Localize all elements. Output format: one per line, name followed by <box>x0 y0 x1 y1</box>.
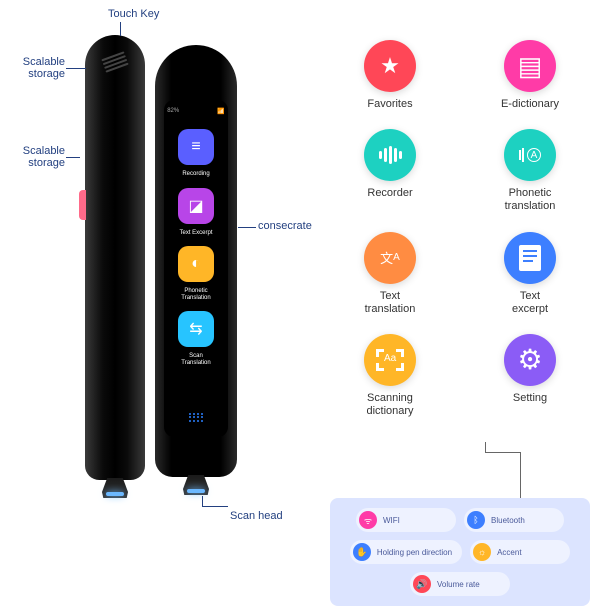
phonetic-icon[interactable]: A <box>504 129 556 181</box>
callout-storage-2: Scalable storage <box>10 145 65 169</box>
callout-consecrate: consecrate <box>258 220 312 232</box>
feature-label: Text translation <box>365 290 416 316</box>
home-indicator[interactable] <box>184 405 208 429</box>
speaker-grille <box>101 51 128 72</box>
setting-bluetooth[interactable]: ᛒBluetooth <box>464 508 564 532</box>
feature-text-excerpt: Text excerpt <box>470 232 590 316</box>
connector-line <box>485 442 486 452</box>
pill-label: WIFI <box>383 516 400 525</box>
feature-recorder: Recorder <box>330 129 450 213</box>
pen-screen: 82% 📶 ≡ Recording ◪ Text Excerpt ◐ Phone… <box>164 100 228 437</box>
app-label: Phonetic Translation <box>181 288 210 301</box>
callout-touch-key: Touch Key <box>108 8 159 20</box>
scan-light-front <box>187 489 205 493</box>
favorites-icon[interactable] <box>364 40 416 92</box>
app-recording[interactable]: ≡ <box>178 129 214 165</box>
connector-line <box>485 452 521 453</box>
setting-icon[interactable] <box>504 334 556 386</box>
setting-volume[interactable]: 🔊Volume rate <box>410 572 510 596</box>
scan-light-back <box>106 492 124 496</box>
feature-label: E-dictionary <box>501 98 559 111</box>
leader-line <box>202 496 203 506</box>
features-grid: Favorites E-dictionary Recorder A Phonet… <box>330 40 590 418</box>
feature-scanning-dictionary: Aa Scanning dictionary <box>330 334 450 418</box>
leader-line <box>66 157 80 158</box>
feature-label: Favorites <box>367 98 412 111</box>
app-label: Scan Translation <box>181 353 210 366</box>
leader-line <box>66 68 86 69</box>
pill-label: Holding pen direction <box>377 548 452 557</box>
leader-line <box>202 506 228 507</box>
wifi-indicator: 📶 <box>217 108 224 115</box>
feature-text-translation: 文A Text translation <box>330 232 450 316</box>
setting-accent[interactable]: ☼Accent <box>470 540 570 564</box>
feature-label: Text excerpt <box>512 290 548 316</box>
callout-storage-1: Scalable storage <box>10 56 65 80</box>
setting-holding[interactable]: ✋Holding pen direction <box>350 540 462 564</box>
leader-line <box>120 22 121 36</box>
feature-phonetic: A Phonetic translation <box>470 129 590 213</box>
app-text-excerpt[interactable]: ◪ <box>178 188 214 224</box>
edictionary-icon[interactable] <box>504 40 556 92</box>
pen-device-front: 82% 📶 ≡ Recording ◪ Text Excerpt ◐ Phone… <box>155 45 237 477</box>
pen-device-back <box>85 35 145 480</box>
feature-label: Recorder <box>367 187 412 200</box>
feature-favorites: Favorites <box>330 40 450 111</box>
app-scan[interactable]: ⇆ <box>178 311 214 347</box>
status-bar: 82% 📶 <box>167 108 225 115</box>
setting-wifi[interactable]: ᯤWIFI <box>356 508 456 532</box>
pill-label: Bluetooth <box>491 516 525 525</box>
text-translation-icon[interactable]: 文A <box>364 232 416 284</box>
feature-label: Phonetic translation <box>505 187 556 213</box>
feature-label: Setting <box>513 392 547 405</box>
app-label: Text Excerpt <box>179 230 212 237</box>
callout-scan-head: Scan head <box>230 510 283 522</box>
feature-edictionary: E-dictionary <box>470 40 590 111</box>
settings-popup: ᯤWIFI ᛒBluetooth ✋Holding pen direction … <box>330 498 590 606</box>
app-label: Recording <box>182 171 209 178</box>
side-button <box>79 190 86 220</box>
text-excerpt-icon[interactable] <box>504 232 556 284</box>
battery-indicator: 82% <box>167 108 179 115</box>
recorder-icon[interactable] <box>364 129 416 181</box>
leader-line <box>238 227 256 228</box>
app-phonetic[interactable]: ◐ <box>178 246 214 282</box>
feature-setting: Setting <box>470 334 590 418</box>
pill-label: Volume rate <box>437 580 480 589</box>
scanning-dictionary-icon[interactable]: Aa <box>364 334 416 386</box>
pill-label: Accent <box>497 548 521 557</box>
connector-line <box>520 452 521 498</box>
feature-label: Scanning dictionary <box>366 392 413 418</box>
